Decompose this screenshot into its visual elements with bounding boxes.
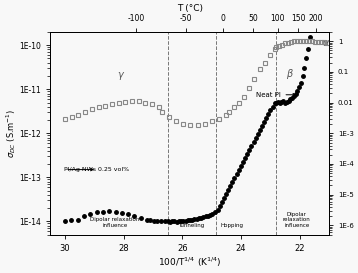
Text: PI/Ag NWs 0.25 vol%: PI/Ag NWs 0.25 vol% xyxy=(64,167,130,172)
Text: $\gamma$: $\gamma$ xyxy=(117,70,125,82)
Text: Hopping: Hopping xyxy=(221,223,244,228)
Text: Dipolar relaxation
influence: Dipolar relaxation influence xyxy=(90,217,140,228)
Y-axis label: $\sigma_{DC}$ (S.m$^{-1}$): $\sigma_{DC}$ (S.m$^{-1}$) xyxy=(4,109,18,158)
Text: Neat PI: Neat PI xyxy=(256,92,296,98)
Text: Dipolar
relaxation
influence: Dipolar relaxation influence xyxy=(283,212,310,228)
X-axis label: 100/T$^{1/4}$ (K$^{1/4}$): 100/T$^{1/4}$ (K$^{1/4}$) xyxy=(158,256,222,269)
Text: Tunneling: Tunneling xyxy=(178,223,204,228)
Text: $\alpha$: $\alpha$ xyxy=(321,38,330,48)
X-axis label: T (°C): T (°C) xyxy=(176,4,203,13)
Text: $\beta$: $\beta$ xyxy=(286,67,294,81)
